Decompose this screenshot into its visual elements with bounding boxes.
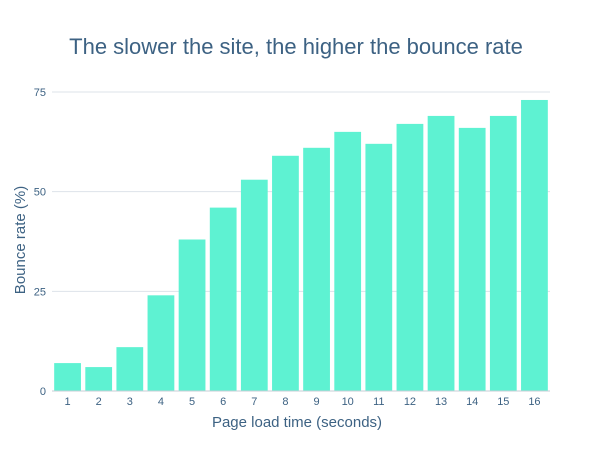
bar [85, 367, 113, 391]
bar [240, 179, 268, 391]
chart-title: The slower the site, the higher the boun… [69, 34, 523, 59]
bar [178, 239, 206, 391]
y-tick-label: 75 [34, 87, 46, 99]
bar [521, 99, 548, 392]
bar [427, 115, 455, 392]
x-tick-label: 3 [127, 396, 133, 408]
x-tick-label: 13 [435, 396, 447, 408]
y-tick-label: 25 [34, 286, 46, 298]
bar [116, 347, 144, 391]
bar [458, 127, 486, 391]
bar [209, 207, 237, 391]
x-tick-label: 11 [373, 396, 384, 408]
bar [303, 147, 330, 391]
x-tick-label: 16 [528, 396, 540, 408]
x-tick-label: 6 [220, 396, 226, 408]
x-tick-label: 2 [96, 396, 102, 408]
y-tick-label: 50 [34, 187, 46, 199]
x-tick-label: 10 [342, 396, 354, 408]
x-tick-label: 15 [497, 396, 509, 408]
x-tick-label: 4 [158, 396, 164, 408]
x-tick-label: 14 [466, 396, 478, 408]
x-tick-labels: 1 2 3 4 5 6 7 8 9 10 11 12 13 14 15 16 [65, 396, 541, 408]
x-tick-label: 8 [282, 396, 288, 408]
x-tick-label: 5 [189, 396, 195, 408]
x-tick-label: 1 [65, 396, 71, 408]
x-tick-label: 12 [404, 396, 416, 408]
bars [54, 99, 548, 392]
y-axis-title: Bounce rate (%) [12, 186, 29, 294]
y-tick-label: 0 [40, 386, 46, 398]
bar [147, 295, 175, 391]
y-tick-labels: 0 25 50 75 [34, 87, 46, 398]
bar [365, 143, 393, 391]
bar [489, 115, 517, 392]
bar [272, 155, 299, 391]
x-tick-label: 7 [251, 396, 257, 408]
bar [396, 123, 424, 391]
bar [54, 363, 81, 391]
bar [334, 131, 362, 391]
x-tick-label: 9 [314, 396, 320, 408]
x-axis-title: Page load time (seconds) [212, 414, 382, 431]
